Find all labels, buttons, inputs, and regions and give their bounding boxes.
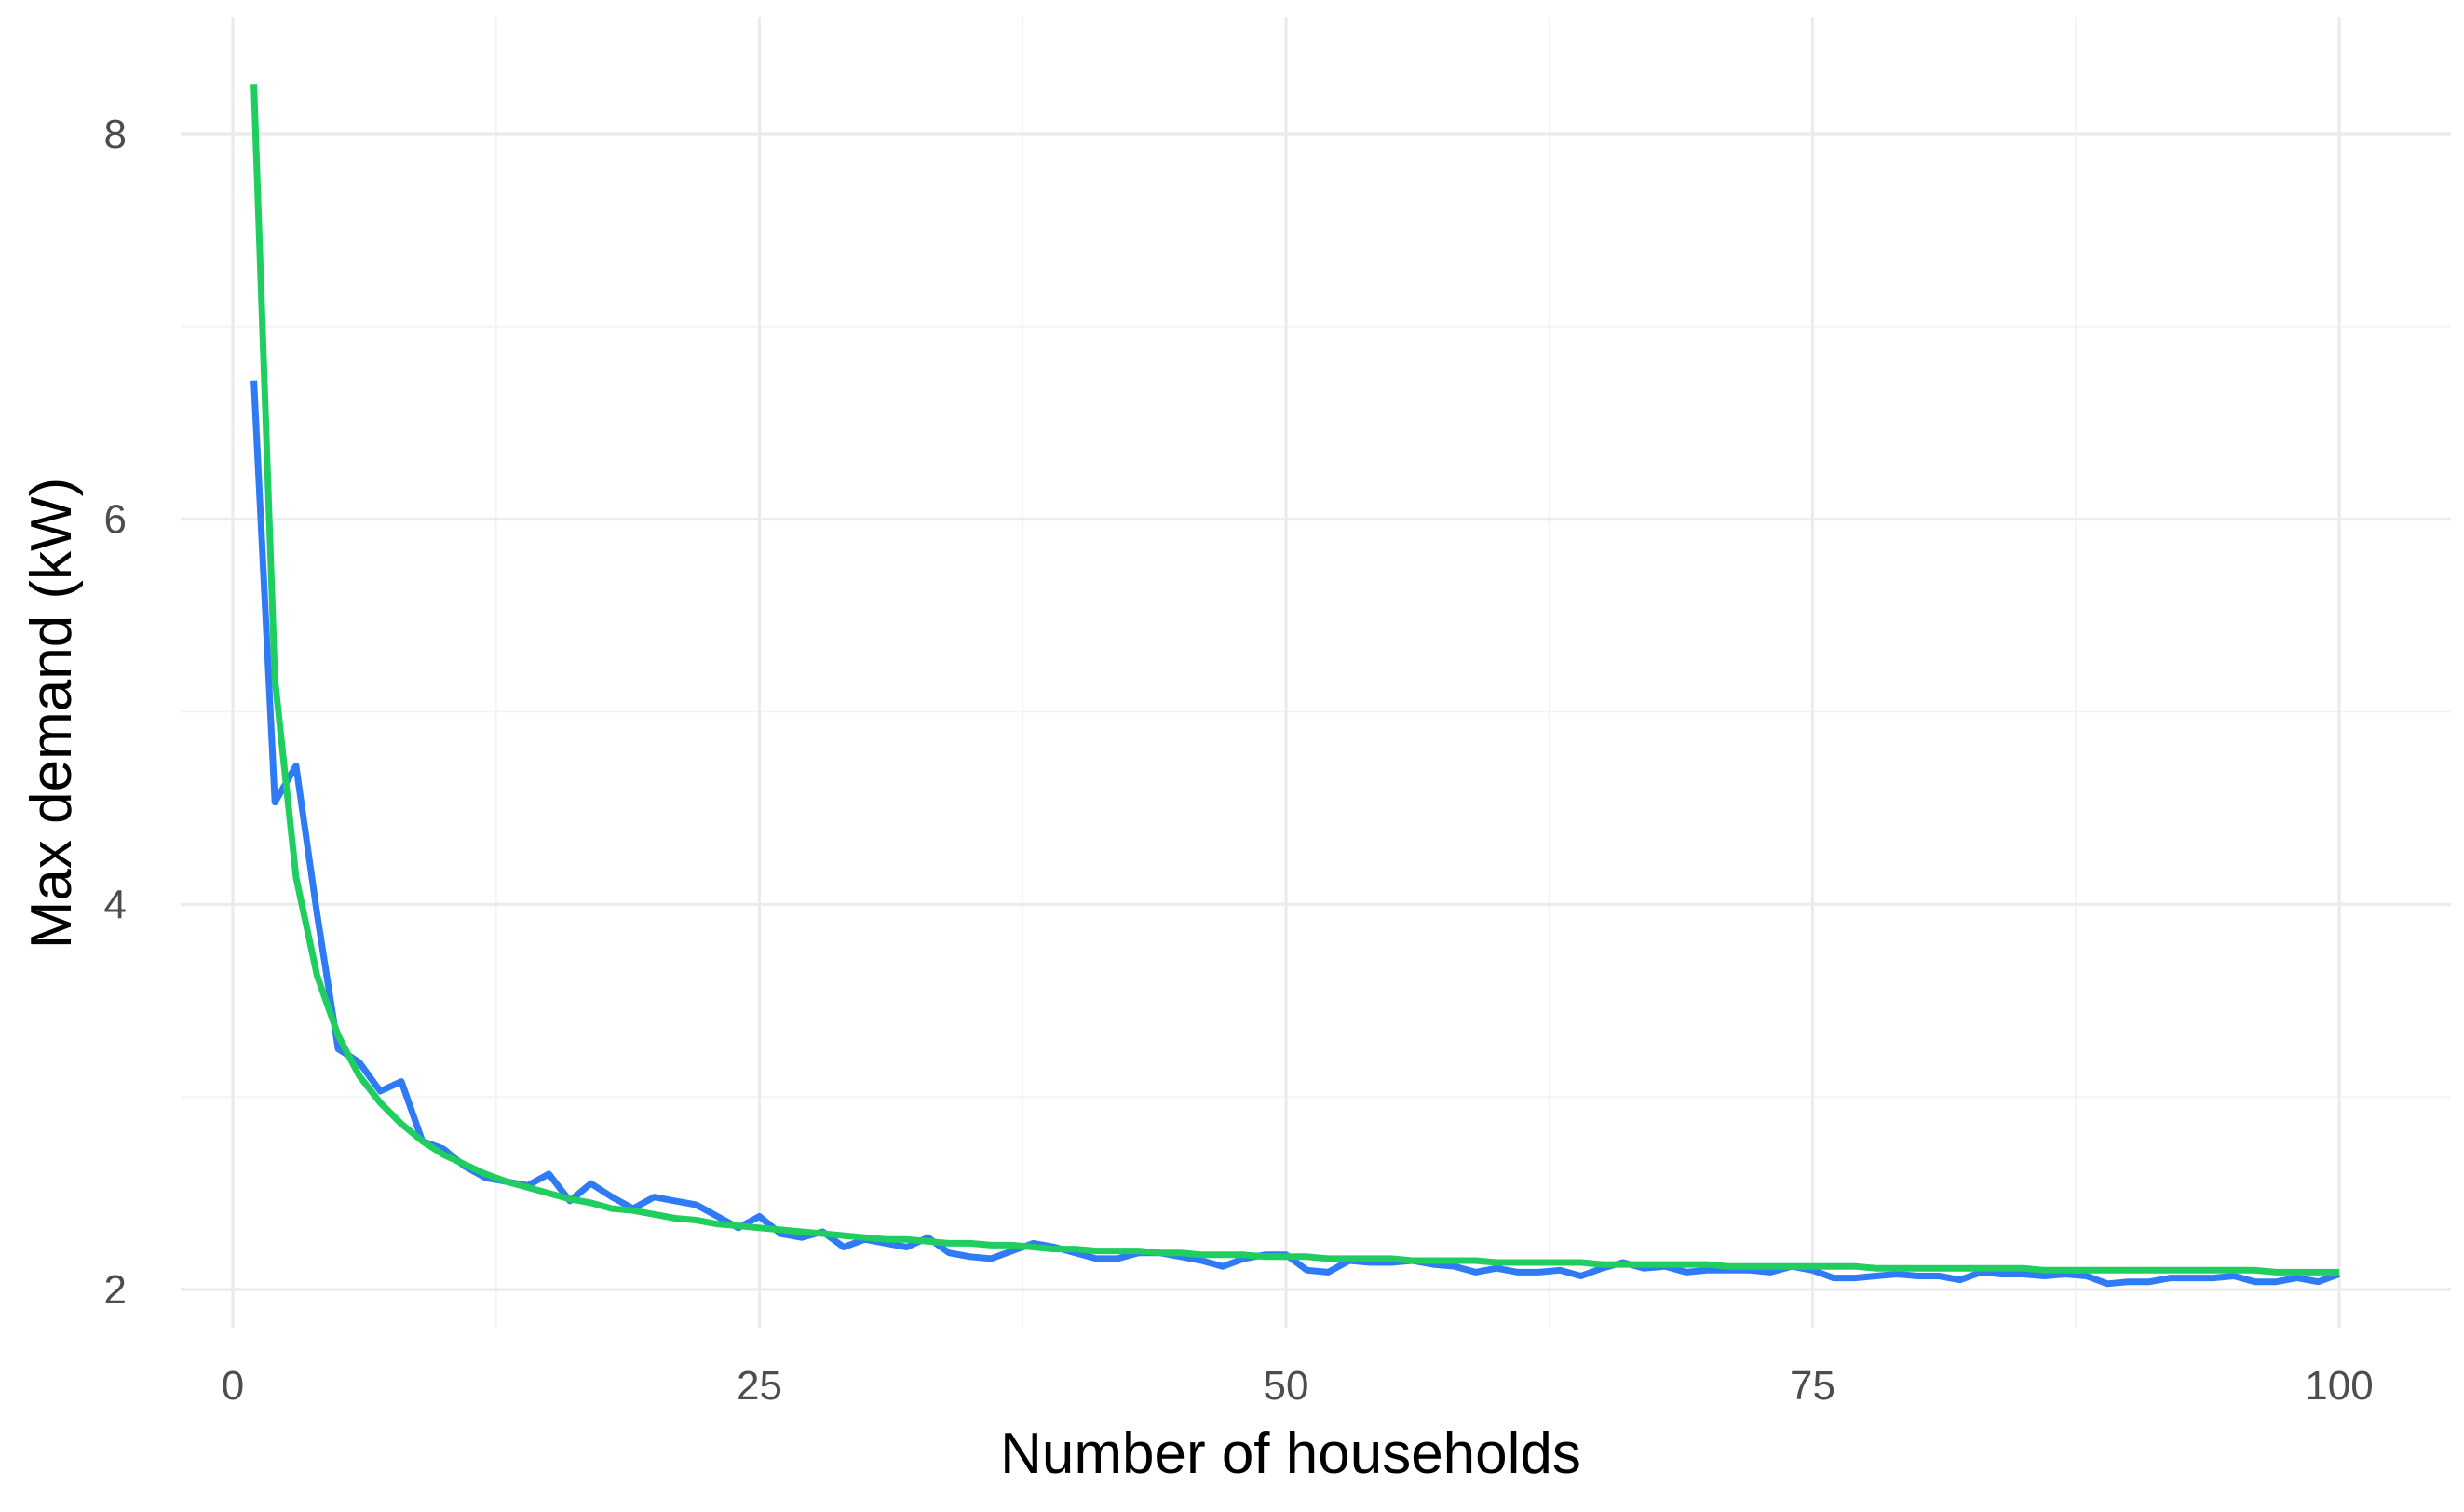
y-tick-label: 2: [104, 1267, 127, 1313]
series-group: [250, 84, 2341, 1288]
fitted-series-line: [250, 84, 2339, 1276]
x-tick-label: 75: [1790, 1363, 1835, 1409]
x-axis-ticks: 0 25 50 75 100: [222, 1363, 2374, 1409]
x-tick-label: 25: [737, 1363, 782, 1409]
x-tick-label: 0: [222, 1363, 244, 1409]
observed-series-line: [250, 380, 2341, 1288]
x-tick-label: 100: [2305, 1363, 2373, 1409]
y-tick-label: 6: [104, 497, 127, 543]
x-tick-label: 50: [1264, 1363, 1309, 1409]
x-axis-title: Number of households: [1000, 1422, 1581, 1486]
y-axis-ticks: 2 4 6 8: [104, 112, 127, 1313]
grid: [181, 17, 2451, 1328]
y-tick-label: 8: [104, 112, 127, 157]
y-axis-title: Max demand (kW): [20, 478, 84, 949]
y-tick-label: 4: [104, 882, 127, 927]
